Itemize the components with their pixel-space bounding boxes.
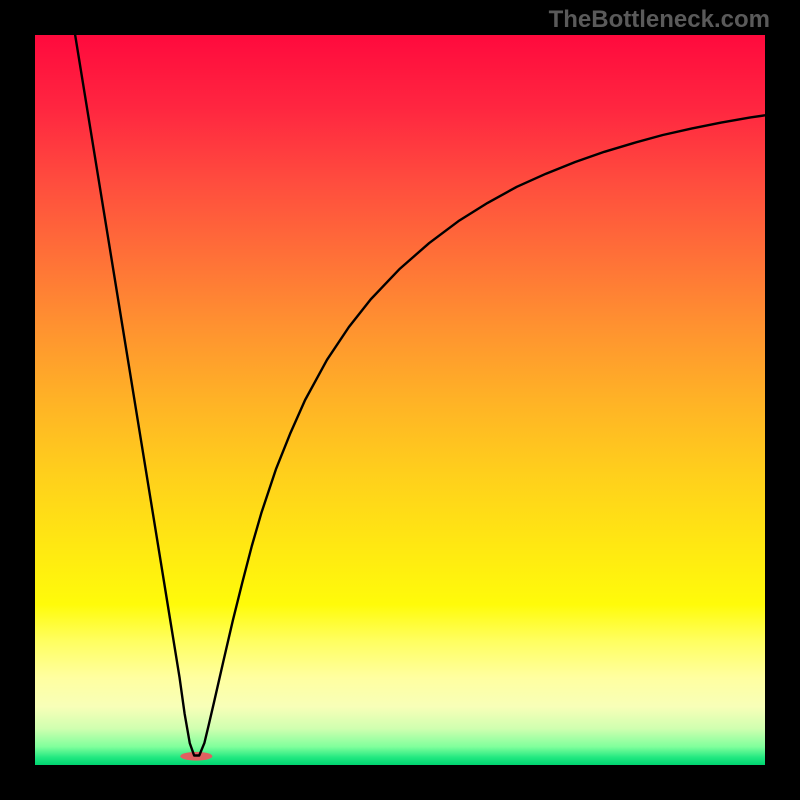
- watermark-text: TheBottleneck.com: [549, 6, 770, 34]
- plot-area: [35, 35, 765, 765]
- bottleneck-chart: [35, 35, 765, 765]
- gradient-background: [35, 35, 765, 765]
